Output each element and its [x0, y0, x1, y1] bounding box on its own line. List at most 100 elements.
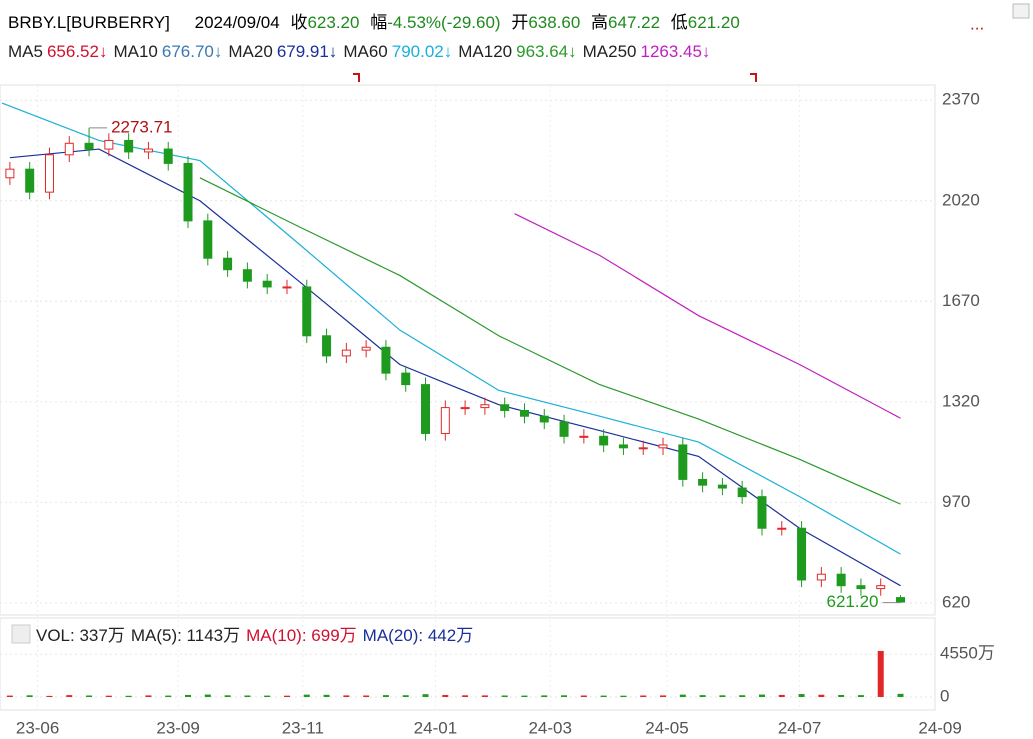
volume-bar	[402, 695, 409, 697]
volume-bar	[26, 695, 33, 697]
volume-bar	[640, 695, 647, 697]
candle-body	[401, 372, 411, 386]
wp-icon[interactable]	[1012, 3, 1030, 19]
ma-value: 656.52↓	[46, 42, 108, 61]
volume-bar	[6, 695, 13, 697]
y-tick-label: 2020	[942, 190, 980, 209]
candle-body	[302, 286, 312, 337]
volume-bar	[818, 694, 825, 697]
annotation: 621.20	[827, 592, 879, 611]
open-label: 开	[511, 13, 529, 32]
volume-bar	[66, 695, 73, 697]
candle-body	[5, 168, 15, 179]
change: -4.53%(-29.60)	[387, 13, 501, 32]
volume-bar	[877, 650, 884, 697]
volume-bar	[838, 695, 845, 697]
candle-body	[717, 484, 727, 489]
volume-legend-item: VOL: 337万	[36, 626, 125, 645]
change-label: 幅	[370, 13, 388, 32]
volume-bar	[363, 695, 370, 697]
annotation: 2273.71	[111, 117, 172, 136]
volume-bar	[283, 695, 290, 697]
more-menu[interactable]: ...	[970, 14, 984, 33]
low-label: 低	[670, 13, 688, 32]
volume-bar	[679, 694, 686, 697]
x-tick-label: 23-06	[16, 718, 59, 737]
close: 623.20	[307, 13, 360, 32]
ma-line	[514, 213, 901, 419]
y-tick-label: 970	[942, 492, 970, 511]
volume-bar	[561, 695, 568, 697]
candle-body	[163, 148, 173, 164]
x-tick-label: 24-09	[918, 718, 961, 737]
date: 2024/09/04	[194, 13, 280, 32]
candle-body	[559, 421, 569, 437]
y-tick-label: 620	[942, 592, 970, 611]
candle-body	[143, 148, 153, 153]
candle-body	[64, 142, 74, 156]
volume-bar	[501, 695, 508, 697]
volume-bar	[204, 694, 211, 697]
candle-body	[242, 269, 252, 282]
volume-bar	[897, 693, 904, 697]
ma-name: MA120	[458, 42, 513, 61]
volume-bar	[739, 695, 746, 697]
volume-bar	[105, 695, 112, 697]
candle-body	[737, 487, 747, 498]
ma-value: 790.02↓	[391, 42, 453, 61]
volume-bar	[660, 695, 667, 697]
candle-body	[797, 527, 807, 581]
ma-name: MA20	[228, 42, 273, 61]
volume-bar	[422, 694, 429, 697]
candle-body	[381, 346, 391, 374]
ma-value: 676.70↓	[161, 42, 223, 61]
candle-body	[440, 407, 450, 434]
volume-bar	[323, 694, 330, 697]
volume-bar	[521, 695, 528, 697]
volume-bar	[580, 695, 587, 697]
x-tick-label: 24-03	[528, 718, 571, 737]
marker	[353, 73, 360, 82]
volume-bar	[343, 695, 350, 697]
candle-body	[836, 573, 846, 587]
x-tick-label: 24-01	[414, 718, 457, 737]
candle-body	[678, 444, 688, 480]
candle-body	[777, 527, 787, 530]
candle-body	[262, 280, 272, 288]
candle-body	[500, 404, 510, 411]
open: 638.60	[528, 13, 581, 32]
candle-body	[618, 444, 628, 449]
x-tick-label: 24-07	[778, 718, 821, 737]
volume-bar	[125, 695, 132, 697]
low: 621.20	[687, 13, 740, 32]
candle-body	[539, 415, 549, 423]
volume-panel	[0, 617, 936, 711]
volume-bar	[382, 695, 389, 697]
x-tick-label: 23-09	[156, 718, 199, 737]
volume-bar	[462, 695, 469, 697]
help-icon[interactable]	[11, 624, 31, 644]
volume-bar	[86, 695, 93, 697]
candle-body	[203, 220, 213, 259]
volume-legend-item: MA(5): 1143万	[130, 626, 241, 645]
ma-name: MA250	[582, 42, 637, 61]
candle-body	[460, 407, 470, 410]
volume-bar	[145, 695, 152, 697]
x-tick-label: 24-05	[645, 718, 688, 737]
volume-bar	[620, 695, 627, 697]
candle-body	[282, 286, 292, 289]
ma-value: 963.64↓	[516, 42, 577, 61]
candle-body	[480, 404, 490, 409]
volume-bar	[758, 694, 765, 697]
ma-name: MA60	[343, 42, 388, 61]
candle-body	[876, 585, 886, 590]
volume-bar	[798, 694, 805, 697]
candle-body	[658, 444, 668, 449]
candle-body	[421, 384, 431, 434]
candle-body	[341, 349, 351, 357]
candle-body	[183, 162, 193, 222]
high: 647.22	[608, 13, 661, 32]
symbol: BRBY.L[BURBERRY]	[8, 13, 170, 32]
candle-body	[757, 496, 767, 529]
